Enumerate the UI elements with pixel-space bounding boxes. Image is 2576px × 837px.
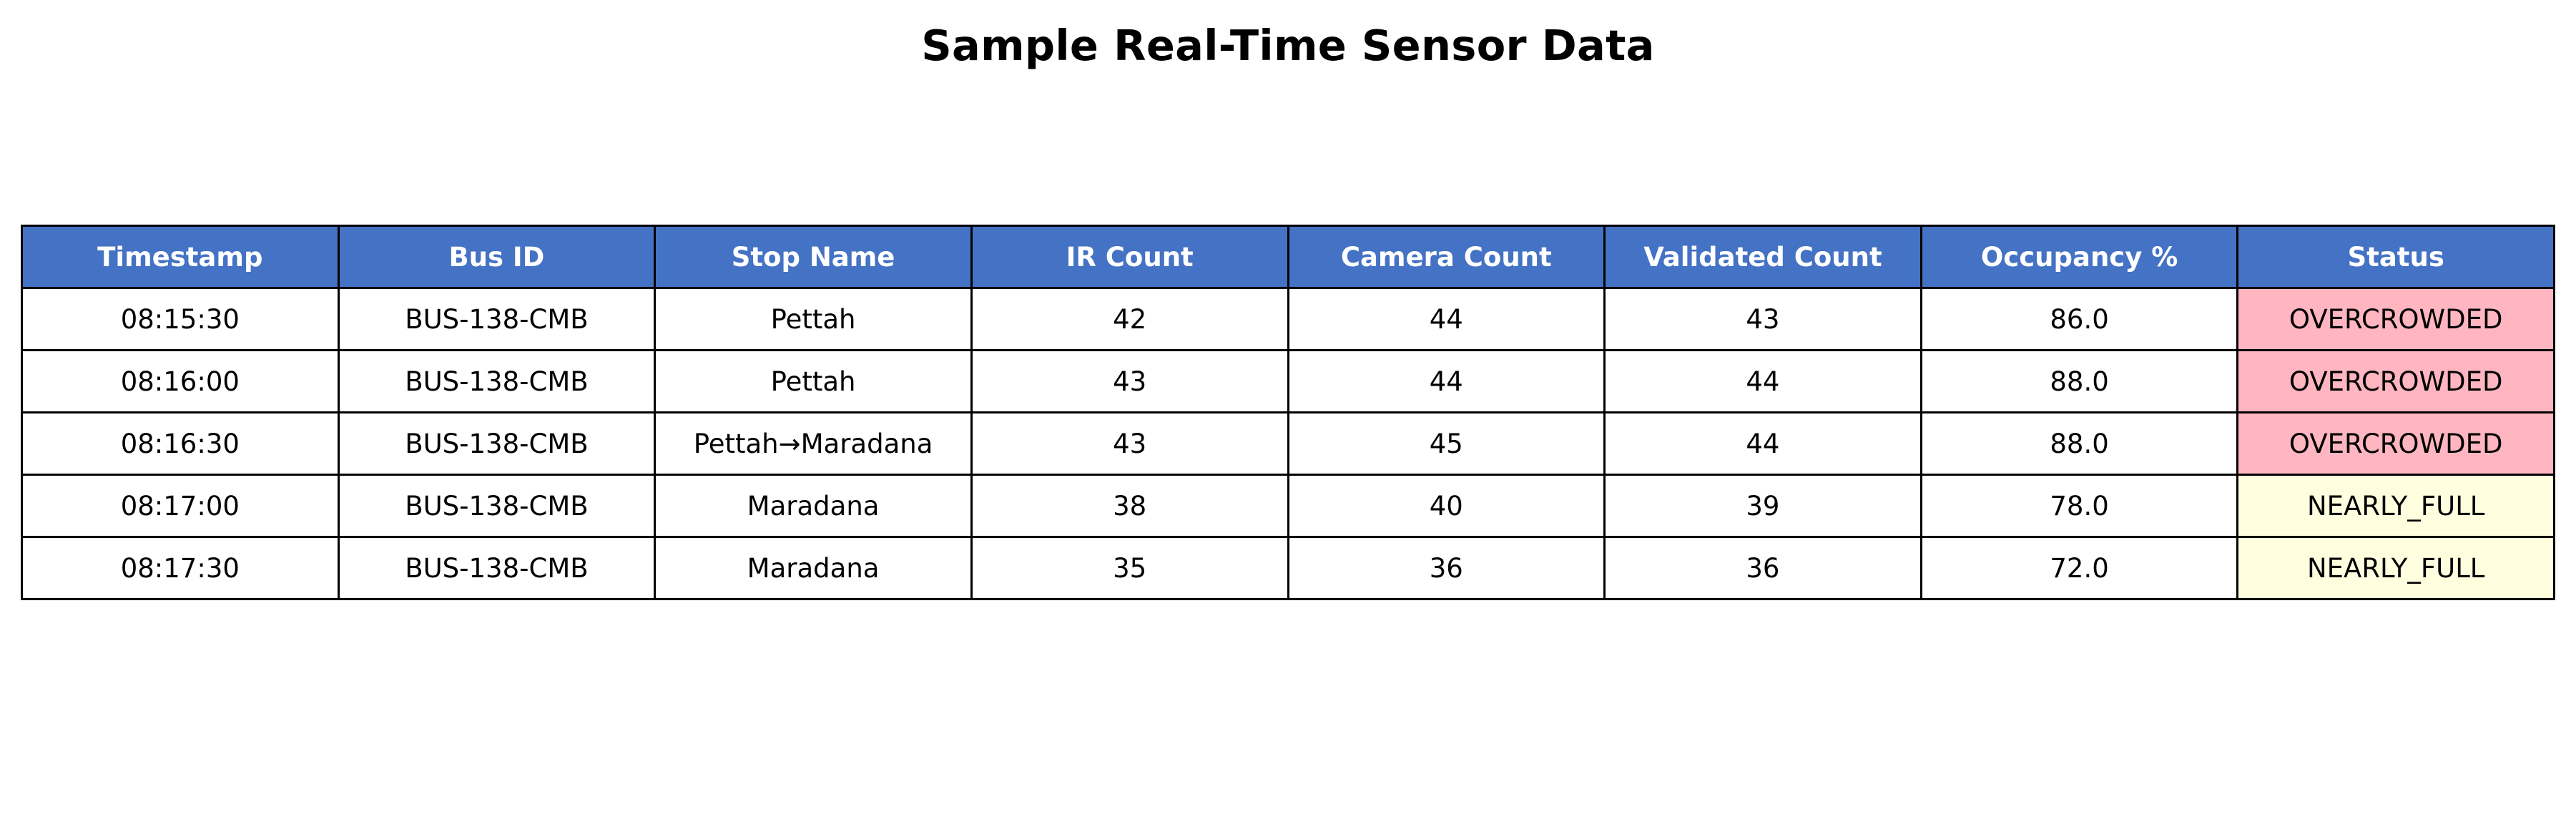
status-cell: NEARLY_FULL: [2236, 474, 2555, 538]
header-ir-count: IR Count: [970, 225, 1289, 289]
header-stop-name: Stop Name: [654, 225, 973, 289]
bus-id-cell: BUS-138-CMB: [337, 411, 657, 476]
ir-count-cell: 38: [970, 474, 1289, 538]
occupancy-cell: 88.0: [1919, 411, 2239, 476]
occupancy-cell: 88.0: [1919, 349, 2239, 413]
timestamp-cell: 08:16:00: [21, 349, 340, 413]
table-row: 08:16:30 BUS-138-CMB Pettah→Maradana 43 45 44…: [21, 411, 2555, 476]
validated-count-cell: 43: [1603, 287, 1922, 351]
bus-id-cell: BUS-138-CMB: [337, 349, 657, 413]
ir-count-cell: 43: [970, 411, 1289, 476]
header-camera-count: Camera Count: [1287, 225, 1606, 289]
camera-count-cell: 40: [1287, 474, 1606, 538]
header-timestamp: Timestamp: [21, 225, 340, 289]
table-header-row: Timestamp Bus ID Stop Name IR Count Came…: [21, 225, 2555, 289]
validated-count-cell: 44: [1603, 349, 1922, 413]
stop-name-cell: Pettah: [654, 349, 973, 413]
timestamp-cell: 08:17:00: [21, 474, 340, 538]
table-row: 08:17:00 BUS-138-CMB Maradana 38 40 39 78.0 NEA…: [21, 474, 2555, 538]
timestamp-cell: 08:17:30: [21, 536, 340, 600]
stop-name-cell: Pettah: [654, 287, 973, 351]
occupancy-cell: 86.0: [1919, 287, 2239, 351]
camera-count-cell: 36: [1287, 536, 1606, 600]
camera-count-cell: 44: [1287, 287, 1606, 351]
status-cell: OVERCROWDED: [2236, 287, 2555, 351]
timestamp-cell: 08:15:30: [21, 287, 340, 351]
stop-name-cell: Pettah→Maradana: [654, 411, 973, 476]
camera-count-cell: 44: [1287, 349, 1606, 413]
occupancy-cell: 78.0: [1919, 474, 2239, 538]
table-row: 08:16:00 BUS-138-CMB Pettah 43 44 44 88.0 OVERC…: [21, 349, 2555, 413]
bus-id-cell: BUS-138-CMB: [337, 287, 657, 351]
occupancy-cell: 72.0: [1919, 536, 2239, 600]
ir-count-cell: 43: [970, 349, 1289, 413]
header-occupancy: Occupancy %: [1919, 225, 2239, 289]
bus-id-cell: BUS-138-CMB: [337, 536, 657, 600]
header-bus-id: Bus ID: [337, 225, 657, 289]
status-cell: NEARLY_FULL: [2236, 536, 2555, 600]
ir-count-cell: 35: [970, 536, 1289, 600]
header-validated-count: Validated Count: [1603, 225, 1922, 289]
validated-count-cell: 36: [1603, 536, 1922, 600]
camera-count-cell: 45: [1287, 411, 1606, 476]
validated-count-cell: 44: [1603, 411, 1922, 476]
stop-name-cell: Maradana: [654, 536, 973, 600]
table-row: 08:15:30 BUS-138-CMB Pettah 42 44 43 86.0 OVERC…: [21, 287, 2555, 351]
sensor-data-table: Timestamp Bus ID Stop Name IR Count Came…: [21, 225, 2555, 600]
status-cell: OVERCROWDED: [2236, 349, 2555, 413]
ir-count-cell: 42: [970, 287, 1289, 351]
status-cell: OVERCROWDED: [2236, 411, 2555, 476]
header-status: Status: [2236, 225, 2555, 289]
timestamp-cell: 08:16:30: [21, 411, 340, 476]
bus-id-cell: BUS-138-CMB: [337, 474, 657, 538]
table-row: 08:17:30 BUS-138-CMB Maradana 35 36 36 72.0 NEA…: [21, 536, 2555, 600]
stop-name-cell: Maradana: [654, 474, 973, 538]
validated-count-cell: 39: [1603, 474, 1922, 538]
chart-title: Sample Real-Time Sensor Data: [921, 21, 1655, 70]
